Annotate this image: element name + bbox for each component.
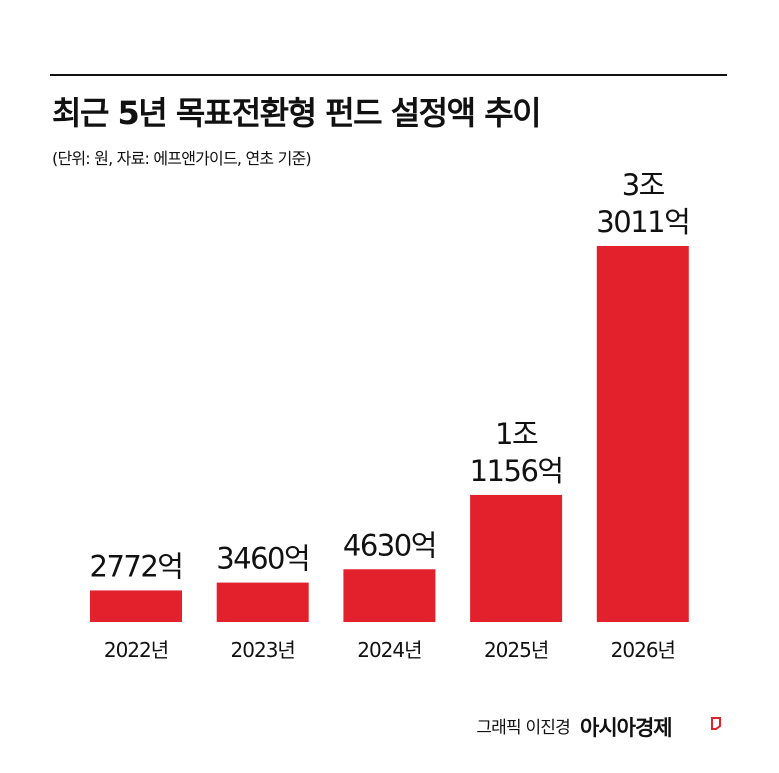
x-tick-label: 2022년 xyxy=(104,638,168,662)
bar xyxy=(343,569,436,622)
value-label: 3조 3011억 xyxy=(596,168,689,239)
value-label: 3460억 xyxy=(216,542,309,576)
x-tick-label: 2026년 xyxy=(611,638,675,662)
credit-author: 그래픽 이진경 xyxy=(476,718,570,738)
x-tick-label: 2025년 xyxy=(484,638,548,662)
value-label: 1조 1156억 xyxy=(470,417,563,488)
value-label: 4630억 xyxy=(343,528,436,562)
brand-icon xyxy=(711,717,721,730)
chart-title: 최근 5년 목표전환형 펀드 설정액 추이 xyxy=(52,94,540,132)
credit-brand: 아시아경제 xyxy=(580,716,672,740)
bar xyxy=(470,494,563,622)
value-label: 2772억 xyxy=(90,549,183,583)
bar xyxy=(90,590,182,622)
bar xyxy=(596,246,689,622)
bar xyxy=(216,582,309,622)
chart-subtitle: (단위: 원, 자료: 에프앤가이드, 연초 기준) xyxy=(52,149,311,168)
x-tick-label: 2024년 xyxy=(357,638,421,662)
x-tick-label: 2023년 xyxy=(231,638,295,662)
